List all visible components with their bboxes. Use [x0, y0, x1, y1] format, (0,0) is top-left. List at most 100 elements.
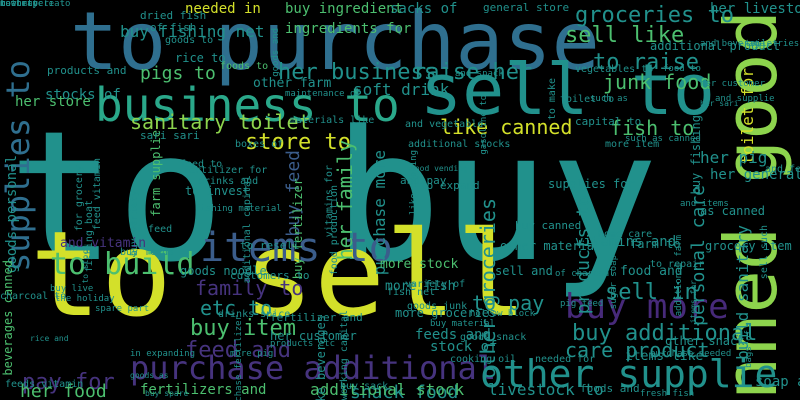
cloud-word-additional-farm: additional farm	[674, 235, 684, 317]
cloud-word-snack-food: snack food	[350, 382, 459, 400]
cloud-word-and-pay: and pay	[400, 174, 447, 187]
cloud-word-grocery-item: grocery item	[705, 239, 792, 253]
cloud-word-gasoline-to: gasoline to	[479, 95, 489, 155]
cloud-word-pay-for: pay for	[22, 370, 115, 395]
cloud-word-the-holiday: the holiday	[55, 294, 115, 304]
cloud-word-other-material: other material	[500, 239, 602, 253]
cloud-word-store-to: store to	[245, 130, 351, 155]
cloud-word-as-canned: as canned	[700, 204, 766, 218]
cloud-word-buy-ingredient: buy ingredient	[285, 1, 404, 17]
cloud-word-other-farm: other farm	[253, 76, 332, 91]
cloud-word-beverages-canned: beverages canned	[1, 260, 15, 376]
cloud-word-materials-like: materials like	[290, 115, 375, 126]
cloud-word-buy-canned: buy canned	[515, 219, 582, 232]
cloud-word-additional-stocks: additional stocks	[408, 139, 511, 150]
cloud-word-to-buy: to buy	[8, 93, 659, 302]
cloud-word-buy-additional: buy additional	[572, 321, 758, 346]
cloud-word-buy-material: buy material	[430, 319, 496, 329]
cloud-word-of-fish: of fish	[150, 21, 197, 34]
cloud-word-hollow-block: hollow block	[470, 309, 536, 319]
cloud-word-products-to: products to	[573, 195, 594, 315]
cloud-word-buy-item: buy item	[190, 316, 296, 341]
cloud-word-toiletries-and: toiletries and	[745, 39, 800, 49]
cloud-word-goods-snack: goods snack	[460, 332, 527, 343]
cloud-word-groceries-to: groceries to	[575, 3, 734, 28]
cloud-word-to-raise: to raise	[593, 50, 699, 75]
cloud-word-dried-fish: dried fish	[140, 9, 207, 22]
cloud-word-rice-and: rice and	[30, 334, 69, 343]
cloud-word-raw-material: raw material	[0, 0, 66, 9]
cloud-word-soap-and: soap and	[755, 374, 800, 390]
cloud-word-bags-of: bags of	[744, 330, 754, 368]
cloud-word-sell-to: sell to	[420, 49, 716, 131]
cloud-word-pig-feed: pig feed	[560, 299, 604, 309]
cloud-word-her-customer: her customer	[700, 79, 766, 89]
cloud-word-goods-personal: goods personal	[4, 155, 20, 274]
cloud-word-capital-to: capital to	[575, 115, 642, 128]
cloud-word-variety-of: variety of	[405, 279, 466, 290]
cloud-word-and-snack: and snack	[455, 69, 504, 79]
cloud-word-stock-of: stock of	[430, 339, 498, 355]
cloud-word-like-beverages: like beverages	[314, 315, 328, 400]
cloud-word-soft-drink: soft drink	[353, 80, 450, 99]
cloud-word-purchase-needed: purchase needed	[650, 349, 732, 359]
cloud-word-livestock-to: livestock to	[488, 380, 604, 399]
cloud-word-buy-spare: buy spare	[145, 389, 189, 398]
cloud-word-pigs-to: pigs to	[140, 63, 216, 84]
cloud-word-vitamins-and: vitamins and	[575, 234, 677, 250]
cloud-word-more-pig: more pig	[230, 349, 274, 359]
cloud-word-supplies-for: supplies for	[548, 177, 635, 191]
cloud-word-goods-noodle: goods noodle	[180, 264, 267, 278]
cloud-word-more-fish: more fish	[385, 279, 456, 294]
cloud-word-her-business: her business	[278, 60, 437, 85]
cloud-word-and-items: and items	[680, 199, 729, 209]
cloud-word-more-groceries: more groceries	[395, 306, 497, 320]
cloud-word-fertilizer-for: fertilizer for	[183, 165, 268, 176]
cloud-word-of-feed: of feed	[130, 224, 173, 235]
cloud-word-and-fertilizer: and fertilizer	[765, 164, 800, 175]
cloud-word-items-like: items like	[625, 349, 704, 364]
cloud-word-additional-capital: additional capital	[242, 175, 253, 284]
cloud-word-customers-to: customers to	[230, 269, 310, 282]
cloud-word-food-production: food production	[329, 185, 340, 276]
cloud-word-to-resell: to resell	[240, 239, 300, 252]
cloud-word-fish-to: fish to	[610, 116, 695, 140]
cloud-word-other-snack: other snack	[665, 334, 745, 348]
cloud-word-such-as: such as	[590, 94, 628, 104]
cloud-word-feed-and: feed and	[185, 338, 291, 363]
cloud-word-home-care: home care	[598, 229, 653, 240]
cloud-word-needed-for: needed for	[535, 354, 596, 365]
cloud-word-in-expanding: in expanding	[130, 349, 196, 359]
cloud-word-additional-product: additional product	[650, 39, 781, 53]
cloud-word-more-stock: more stock	[380, 257, 459, 272]
cloud-word-products-and: products and	[47, 64, 127, 77]
cloud-word-buy-sack: buy sack	[340, 381, 389, 392]
cloud-word-general-store: general store	[483, 1, 570, 14]
cloud-word-rice-to: rice to	[175, 51, 226, 65]
cloud-word-fresh-fish: fresh fish	[640, 389, 695, 399]
cloud-word-goods-and: goods and	[271, 28, 281, 77]
cloud-word-etc-to: etc to	[200, 296, 273, 320]
cloud-word-to-stock: to stock	[81, 245, 90, 284]
cloud-word-foods-to: foods to	[220, 61, 269, 72]
cloud-word-her-pig: her pig	[700, 148, 768, 167]
cloud-word-sari-sari: sari sari	[140, 129, 200, 142]
cloud-word-buy-fishing-net: buy fishing net	[120, 22, 265, 41]
cloud-word-her-customer: her customer	[270, 329, 357, 343]
cloud-word-items-to: items to	[200, 225, 393, 271]
cloud-word-to-sell: to sell	[30, 205, 528, 343]
cloud-word-like-cooking: like cooking	[409, 150, 419, 216]
cloud-word-buy-live: buy live	[50, 284, 94, 294]
cloud-word-fish-net: fish net	[387, 287, 436, 298]
cloud-word-drinks-and: drinks and	[198, 176, 259, 187]
cloud-word-to-pay: to pay	[472, 291, 545, 315]
cloud-word-her-food: her food	[20, 381, 107, 400]
cloud-word-cooking-oil: cooking oil	[450, 354, 517, 365]
cloud-word-farm-supplie: farm supplie	[149, 130, 163, 217]
cloud-word-food-and: food and	[620, 264, 683, 279]
cloud-word-feed-to: feed to	[180, 159, 223, 170]
cloud-word-junk-food: junk food	[603, 70, 712, 94]
cloud-word-more-item: more item	[605, 139, 660, 150]
cloud-word-buy-fertilizer: buy fertilizer	[291, 178, 305, 280]
